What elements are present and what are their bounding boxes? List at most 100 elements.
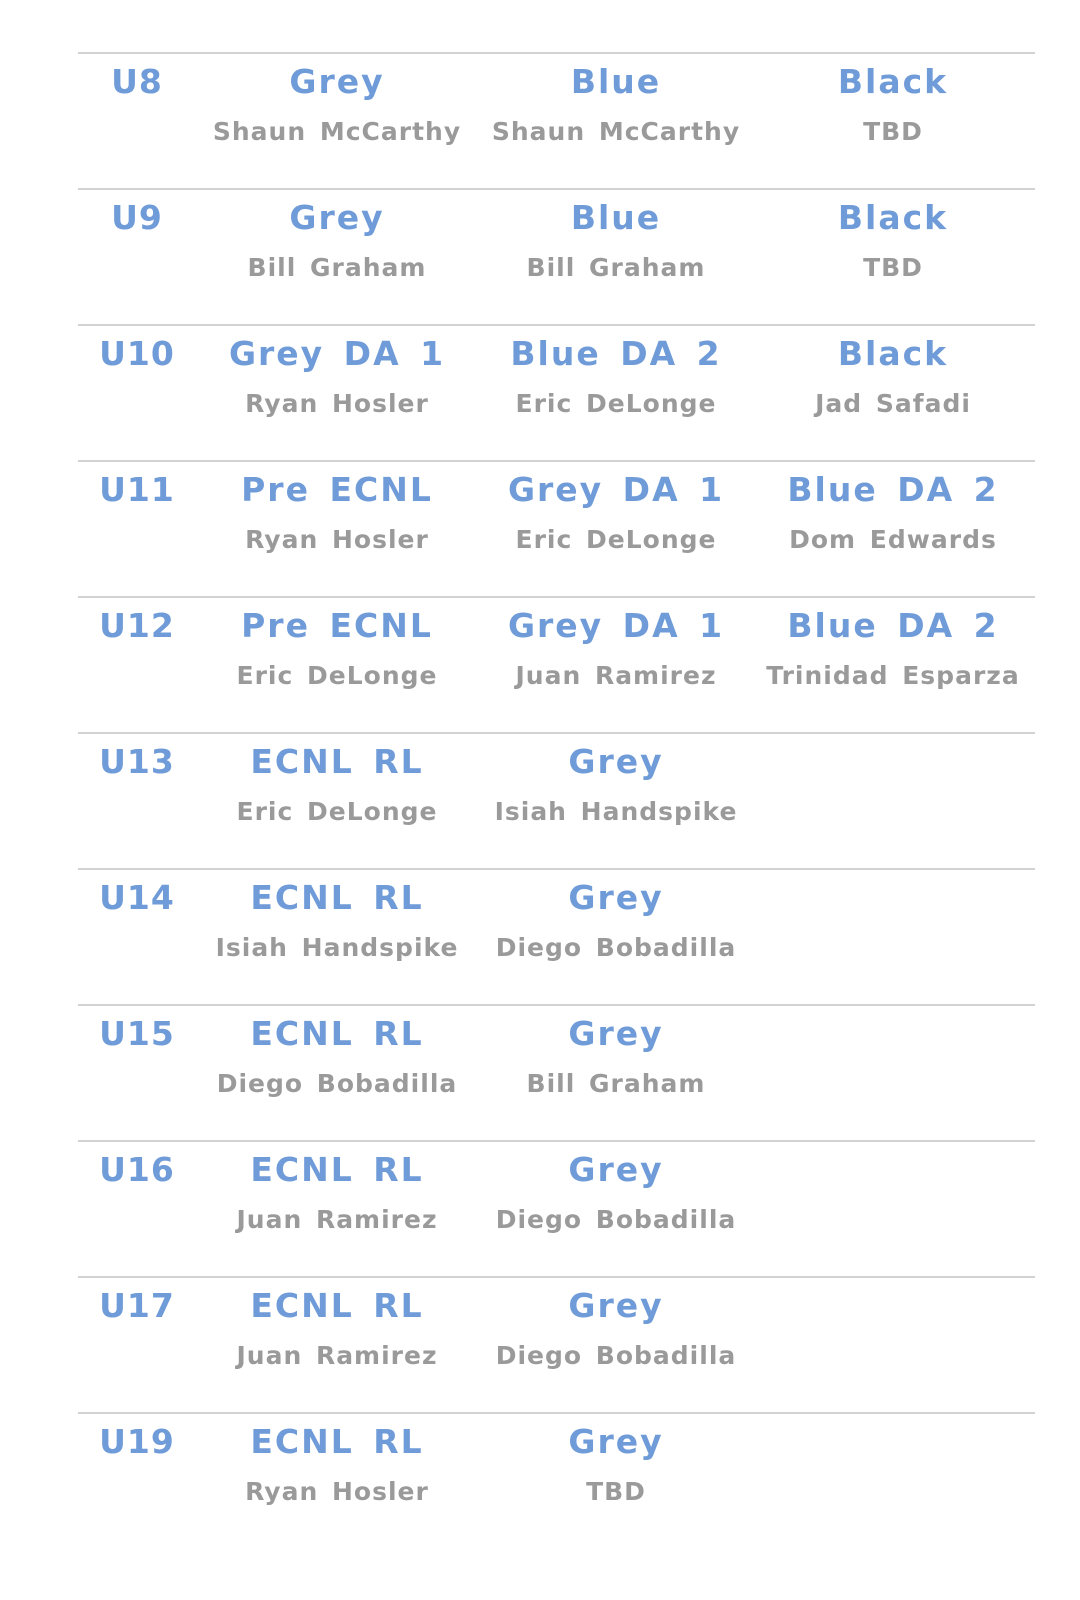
- team-cell: Black Jad Safadi: [748, 334, 1038, 420]
- team-name: Grey DA 1: [507, 470, 725, 509]
- coaching-assignments-table: U8 Grey Shaun McCarthy Blue Shaun McCart…: [78, 52, 1035, 1548]
- team-name: ECNL RL: [250, 1422, 424, 1461]
- team-name: Pre ECNL: [241, 606, 433, 645]
- team-cell: ECNL RL Diego Bobadilla: [198, 1014, 476, 1100]
- coach-name: Diego Bobadilla: [495, 933, 737, 962]
- coach-name: Bill Graham: [526, 1069, 706, 1098]
- team-name: ECNL RL: [250, 878, 424, 917]
- team-name: ECNL RL: [250, 1014, 424, 1053]
- team-name: Grey: [568, 878, 664, 917]
- team-cell: ECNL RL Ryan Hosler: [198, 1422, 476, 1508]
- coach-name: Eric DeLonge: [515, 525, 717, 554]
- coach-name: Ryan Hosler: [245, 1477, 429, 1506]
- team-name: Grey DA 1: [507, 606, 725, 645]
- age-group-label: U11: [99, 470, 175, 509]
- coach-name: Juan Ramirez: [236, 1205, 438, 1234]
- team-name: Grey: [568, 1422, 664, 1461]
- team-cell: Blue DA 2 Eric DeLonge: [478, 334, 754, 420]
- team-cell: Black TBD: [748, 62, 1038, 148]
- coach-name: Dom Edwards: [789, 525, 997, 554]
- team-cell: Pre ECNL Ryan Hosler: [198, 470, 476, 556]
- coach-name: Ryan Hosler: [245, 525, 429, 554]
- coach-name: TBD: [586, 1477, 646, 1506]
- team-name: Blue: [570, 62, 662, 101]
- table-row: U14 ECNL RL Isiah Handspike Grey Diego B…: [78, 868, 1035, 1004]
- coach-name: Bill Graham: [526, 253, 706, 282]
- team-cell: Grey Bill Graham: [198, 198, 476, 284]
- team-cell: Blue DA 2 Dom Edwards: [748, 470, 1038, 556]
- table-row: U19 ECNL RL Ryan Hosler Grey TBD: [78, 1412, 1035, 1548]
- table-row: U9 Grey Bill Graham Blue Bill Graham Bla…: [78, 188, 1035, 324]
- age-group-label: U10: [99, 334, 175, 373]
- team-name: Black: [837, 62, 949, 101]
- team-name: Blue DA 2: [787, 606, 999, 645]
- team-cell: Blue DA 2 Trinidad Esparza: [748, 606, 1038, 692]
- table-row: U8 Grey Shaun McCarthy Blue Shaun McCart…: [78, 52, 1035, 188]
- coach-name: Juan Ramirez: [236, 1341, 438, 1370]
- coach-name: Bill Graham: [247, 253, 427, 282]
- age-group-label: U12: [99, 606, 175, 645]
- team-name: ECNL RL: [250, 742, 424, 781]
- age-group-label: U15: [99, 1014, 175, 1053]
- team-cell: Grey DA 1 Ryan Hosler: [198, 334, 476, 420]
- team-cell: ECNL RL Isiah Handspike: [198, 878, 476, 964]
- team-name: Grey: [568, 742, 664, 781]
- team-name: Blue DA 2: [787, 470, 999, 509]
- team-cell: ECNL RL Juan Ramirez: [198, 1150, 476, 1236]
- team-name: Grey: [568, 1150, 664, 1189]
- coach-name: Eric DeLonge: [236, 661, 438, 690]
- team-name: Pre ECNL: [241, 470, 433, 509]
- team-name: Grey DA 1: [228, 334, 446, 373]
- team-cell: Grey DA 1 Juan Ramirez: [478, 606, 754, 692]
- table-row: U10 Grey DA 1 Ryan Hosler Blue DA 2 Eric…: [78, 324, 1035, 460]
- team-cell: Grey Bill Graham: [478, 1014, 754, 1100]
- team-name: Grey: [568, 1286, 664, 1325]
- team-cell: Grey DA 1 Eric DeLonge: [478, 470, 754, 556]
- age-group-label: U8: [111, 62, 163, 101]
- coach-name: Diego Bobadilla: [495, 1341, 737, 1370]
- team-cell: Blue Bill Graham: [478, 198, 754, 284]
- coach-name: Trinidad Esparza: [766, 661, 1020, 690]
- table-row: U11 Pre ECNL Ryan Hosler Grey DA 1 Eric …: [78, 460, 1035, 596]
- coach-name: Jad Safadi: [815, 389, 971, 418]
- team-name: Black: [837, 198, 949, 237]
- table-row: U16 ECNL RL Juan Ramirez Grey Diego Boba…: [78, 1140, 1035, 1276]
- coach-name: TBD: [863, 253, 923, 282]
- coach-name: TBD: [863, 117, 923, 146]
- team-name: Grey: [289, 62, 385, 101]
- team-cell: Grey Diego Bobadilla: [478, 1150, 754, 1236]
- coach-name: Ryan Hosler: [245, 389, 429, 418]
- team-cell: Grey Diego Bobadilla: [478, 878, 754, 964]
- age-group-label: U14: [99, 878, 175, 917]
- coach-name: Shaun McCarthy: [212, 117, 462, 146]
- team-cell: Grey Diego Bobadilla: [478, 1286, 754, 1372]
- coach-name: Shaun McCarthy: [491, 117, 741, 146]
- coach-name: Eric DeLonge: [236, 797, 438, 826]
- team-cell: Black TBD: [748, 198, 1038, 284]
- team-cell: Grey Shaun McCarthy: [198, 62, 476, 148]
- team-cell: ECNL RL Juan Ramirez: [198, 1286, 476, 1372]
- team-name: Blue DA 2: [510, 334, 722, 373]
- team-name: Blue: [570, 198, 662, 237]
- table-row: U17 ECNL RL Juan Ramirez Grey Diego Boba…: [78, 1276, 1035, 1412]
- coach-name: Diego Bobadilla: [495, 1205, 737, 1234]
- table-row: U12 Pre ECNL Eric DeLonge Grey DA 1 Juan…: [78, 596, 1035, 732]
- team-cell: Blue Shaun McCarthy: [478, 62, 754, 148]
- table-row: U15 ECNL RL Diego Bobadilla Grey Bill Gr…: [78, 1004, 1035, 1140]
- team-cell: Grey TBD: [478, 1422, 754, 1508]
- coach-name: Eric DeLonge: [515, 389, 717, 418]
- age-group-label: U16: [99, 1150, 175, 1189]
- team-name: Grey: [568, 1014, 664, 1053]
- coach-name: Isiah Handspike: [215, 933, 459, 962]
- coach-name: Juan Ramirez: [515, 661, 717, 690]
- team-name: Black: [837, 334, 949, 373]
- team-name: Grey: [289, 198, 385, 237]
- table-row: U13 ECNL RL Eric DeLonge Grey Isiah Hand…: [78, 732, 1035, 868]
- coach-name: Diego Bobadilla: [216, 1069, 458, 1098]
- age-group-label: U9: [111, 198, 163, 237]
- coach-name: Isiah Handspike: [494, 797, 738, 826]
- age-group-label: U19: [99, 1422, 175, 1461]
- team-cell: Grey Isiah Handspike: [478, 742, 754, 828]
- age-group-label: U17: [99, 1286, 175, 1325]
- team-cell: ECNL RL Eric DeLonge: [198, 742, 476, 828]
